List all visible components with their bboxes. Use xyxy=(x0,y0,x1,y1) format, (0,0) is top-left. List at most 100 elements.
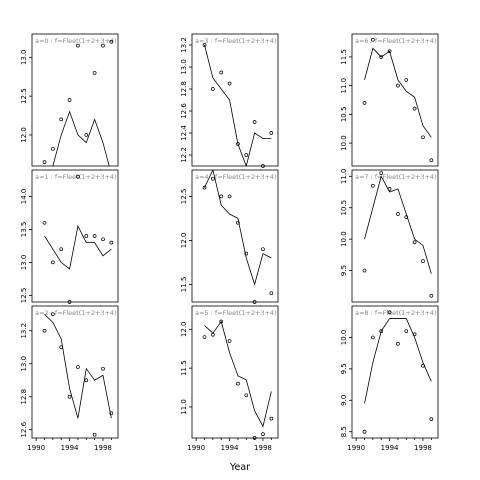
fit-line xyxy=(364,47,432,138)
obs-point xyxy=(42,220,47,225)
y-tick-label: 8.5 xyxy=(340,426,348,437)
panel-label: a=8 : f=Fleet(1+2+3+4) xyxy=(355,309,437,317)
obs-point xyxy=(236,220,240,225)
y-tick-label: 12.0 xyxy=(180,321,188,337)
obs-point xyxy=(101,237,105,242)
obs-point xyxy=(387,310,392,315)
y-tick-label: 10.0 xyxy=(340,231,348,247)
y-tick-label: 11.0 xyxy=(340,168,348,184)
obs-point xyxy=(421,259,425,263)
obs-point xyxy=(84,234,89,238)
obs-point xyxy=(84,378,89,383)
x-tick-label: 1994 xyxy=(381,444,399,452)
fit-line xyxy=(204,44,272,166)
obs-point xyxy=(211,87,215,91)
fit-line xyxy=(364,318,432,404)
y-tick-label: 12.4 xyxy=(180,125,188,141)
y-tick-label: 13.2 xyxy=(180,37,188,53)
x-tick-label: 1998 xyxy=(414,444,432,452)
obs-point xyxy=(421,363,425,368)
obs-point xyxy=(261,164,265,168)
obs-point xyxy=(387,187,392,191)
obs-point xyxy=(42,160,47,164)
y-tick-label: 9.5 xyxy=(340,265,348,276)
obs-point xyxy=(252,300,257,304)
obs-point xyxy=(202,43,207,47)
obs-point xyxy=(404,215,409,219)
obs-point xyxy=(211,176,215,181)
obs-point xyxy=(59,117,64,122)
x-tick-label: 1994 xyxy=(61,444,79,452)
obs-point xyxy=(101,43,105,48)
obs-point xyxy=(51,260,55,265)
fit-line xyxy=(204,170,272,286)
fit-line xyxy=(44,224,112,270)
obs-point xyxy=(362,268,367,273)
obs-point xyxy=(371,335,375,340)
obs-point xyxy=(379,55,384,59)
obs-point xyxy=(211,332,215,337)
obs-point xyxy=(404,329,409,333)
obs-point xyxy=(371,37,375,42)
y-tick-label: 11.0 xyxy=(180,399,188,415)
fit-line xyxy=(52,110,110,166)
obs-point xyxy=(244,153,249,157)
obs-point xyxy=(244,251,249,256)
y-tick-label: 14.0 xyxy=(20,189,28,205)
panel-frame xyxy=(31,33,119,167)
y-tick-label: 12.2 xyxy=(180,147,188,163)
x-tick-label: 1990 xyxy=(27,444,45,452)
x-axis-label: Year xyxy=(229,462,250,473)
obs-point xyxy=(219,194,224,199)
obs-point xyxy=(362,101,367,105)
obs-point xyxy=(252,436,257,440)
obs-point xyxy=(84,133,89,137)
obs-point xyxy=(109,411,114,416)
obs-point xyxy=(51,147,55,151)
obs-point xyxy=(429,158,434,163)
obs-point xyxy=(227,339,232,343)
x-tick-label: 1994 xyxy=(221,444,239,452)
y-tick-label: 13.0 xyxy=(20,255,28,271)
y-tick-label: 12.6 xyxy=(20,421,28,437)
panel-frame xyxy=(31,169,119,303)
panel-4: a=4 : f=Fleet(1+2+3+4) 11.5 12.0 12.5 xyxy=(180,169,279,304)
panel-7: a=5 : f=Fleet(1+2+3+4) 11.0 11.5 12.0 1990 19… xyxy=(180,305,279,452)
obs-point xyxy=(412,106,417,111)
fit-line xyxy=(204,320,272,428)
obs-point xyxy=(109,240,114,245)
obs-point xyxy=(252,120,257,124)
panel-frame xyxy=(191,33,279,167)
obs-point xyxy=(269,416,274,421)
y-tick-label: 12.6 xyxy=(180,103,188,119)
panel-label: a=4 : f=Fleet(1+2+3+4) xyxy=(195,173,277,181)
y-tick-label: 12.0 xyxy=(180,233,188,249)
obs-point xyxy=(109,39,114,44)
y-tick-label: 10.5 xyxy=(340,107,348,123)
obs-point xyxy=(379,329,384,333)
obs-point xyxy=(379,171,384,175)
obs-point xyxy=(429,417,434,421)
obs-point xyxy=(261,247,265,252)
obs-point xyxy=(101,366,105,371)
obs-point xyxy=(67,300,72,304)
panel-label: a=1 : f=Fleet(1+2+3+4) xyxy=(35,173,117,181)
y-tick-label: 10.0 xyxy=(340,135,348,151)
obs-point xyxy=(387,49,392,54)
obs-point xyxy=(412,332,417,337)
obs-point xyxy=(396,83,400,88)
obs-point xyxy=(236,142,240,146)
panel-label: a=6 : f=Fleet(1+2+3+4) xyxy=(355,37,437,45)
obs-point xyxy=(404,78,409,82)
obs-point xyxy=(76,174,80,179)
obs-point xyxy=(429,293,434,298)
panel-label: a=7 : f=Fleet(1+2+3+4) xyxy=(355,173,437,181)
panel-label: a=3 : f=Fleet(1+2+3+4) xyxy=(195,37,277,45)
obs-point xyxy=(67,394,72,399)
obs-point xyxy=(396,341,400,346)
y-tick-label: 9.0 xyxy=(340,395,348,406)
obs-point xyxy=(227,81,232,86)
obs-point xyxy=(244,393,249,398)
obs-point xyxy=(92,234,97,238)
